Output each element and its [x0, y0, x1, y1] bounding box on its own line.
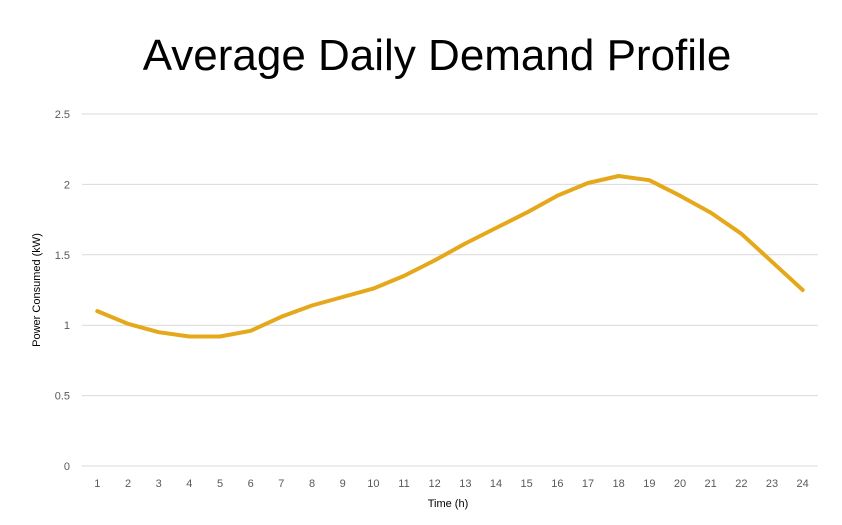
data-point	[709, 211, 713, 215]
data-point	[801, 288, 805, 292]
x-tick-label: 12	[429, 478, 441, 490]
data-point	[555, 194, 559, 198]
x-tick-label: 18	[613, 478, 625, 490]
data-point	[157, 330, 161, 334]
x-tick-label: 23	[766, 478, 778, 490]
x-axis-ticks: 1 2 3 4 5 6 7 8 9 10 11 12 13 14 15 16 17 18 19 20 21 22 23 24	[94, 478, 809, 490]
data-point	[187, 334, 191, 338]
x-tick-label: 22	[735, 478, 747, 490]
y-tick-label: 2.5	[55, 109, 70, 121]
y-tick-label: 2	[64, 179, 70, 191]
data-point	[739, 232, 743, 236]
x-tick-label: 14	[490, 478, 502, 490]
y-tick-label: 0	[64, 461, 70, 473]
x-tick-label: 1	[94, 478, 100, 490]
x-tick-label: 2	[125, 478, 131, 490]
y-tick-label: 0.5	[55, 391, 70, 403]
x-tick-label: 20	[674, 478, 686, 490]
data-point	[249, 329, 253, 333]
data-point	[586, 181, 590, 185]
gridlines	[82, 113, 818, 467]
x-tick-label: 11	[398, 478, 409, 490]
x-tick-label: 21	[705, 478, 717, 490]
x-tick-label: 17	[582, 478, 594, 490]
y-tick-label: 1.5	[55, 250, 70, 262]
data-point	[402, 274, 406, 278]
x-axis-label: Time (h)	[428, 498, 469, 510]
x-tick-label: 13	[459, 478, 471, 490]
data-point	[310, 303, 314, 307]
data-point	[617, 174, 621, 178]
data-point	[525, 211, 529, 215]
x-tick-label: 3	[156, 478, 162, 490]
data-point	[678, 194, 682, 198]
data-point	[433, 258, 437, 262]
series-group	[95, 174, 805, 339]
data-point	[95, 309, 99, 313]
x-tick-label: 7	[278, 478, 284, 490]
x-tick-label: 4	[186, 478, 192, 490]
data-point	[371, 287, 375, 291]
y-axis-ticks: 0 0.5 1 1.5 2 2.5	[55, 109, 70, 473]
x-tick-label: 15	[521, 478, 533, 490]
data-point	[218, 334, 222, 338]
series-line-0	[95, 174, 805, 339]
y-axis-label: Power Consumed (kW)	[31, 233, 43, 347]
x-tick-label: 19	[643, 478, 655, 490]
x-tick-label: 5	[217, 478, 223, 490]
data-point	[770, 260, 774, 264]
x-tick-label: 10	[367, 478, 379, 490]
data-point	[341, 295, 345, 299]
data-point	[647, 178, 651, 182]
data-point	[279, 315, 283, 319]
x-tick-label: 9	[340, 478, 346, 490]
data-point	[463, 242, 467, 246]
x-tick-label: 6	[248, 478, 254, 490]
x-tick-label: 24	[797, 478, 809, 490]
data-point	[126, 322, 130, 326]
chart-title: Average Daily Demand Profile	[142, 31, 732, 80]
data-point	[494, 226, 498, 230]
x-tick-label: 16	[551, 478, 563, 490]
y-tick-label: 1	[64, 320, 70, 332]
x-tick-label: 8	[309, 478, 315, 490]
